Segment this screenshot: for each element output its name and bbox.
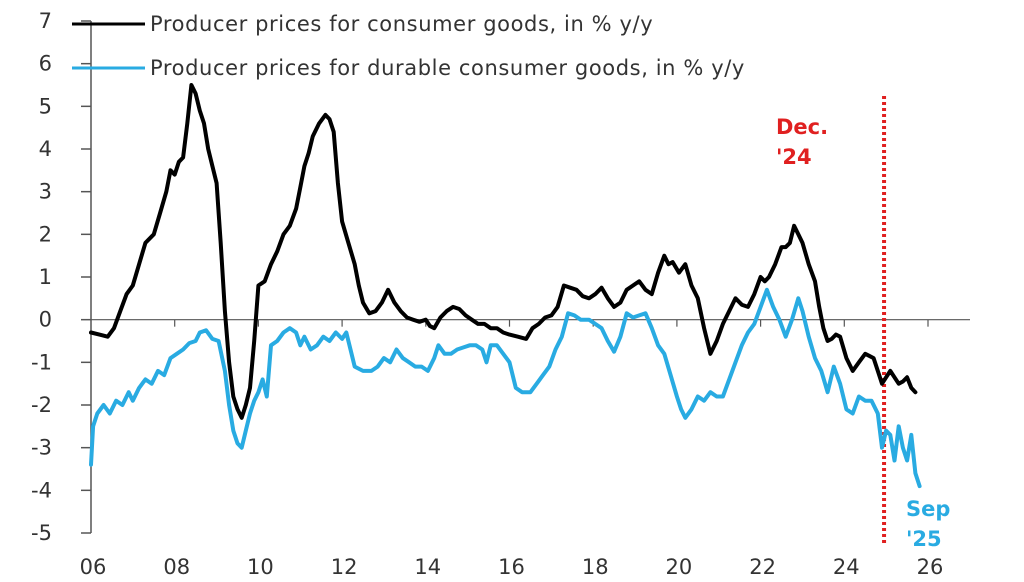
- legend-label-consumer-goods: Producer prices for consumer goods, in %…: [150, 12, 653, 36]
- y-tick-label: 4: [39, 137, 52, 161]
- y-tick-label: 7: [39, 9, 52, 33]
- x-tick-label: 06: [80, 555, 107, 579]
- y-tick-label: -4: [31, 478, 52, 502]
- y-tick-label: 0: [39, 308, 52, 332]
- y-tick-label: 1: [39, 265, 52, 289]
- x-tick-label: 26: [917, 555, 944, 579]
- x-tick-label: 24: [833, 555, 860, 579]
- annotation-sep25-line2: '25: [906, 527, 942, 551]
- y-tick-label: 5: [39, 94, 52, 118]
- series-line-consumer-goods: [89, 83, 918, 420]
- annotations: Dec. '24 Sep '25: [776, 115, 950, 551]
- y-tick-label: -2: [31, 393, 52, 417]
- y-tick-label: -1: [31, 350, 52, 374]
- annotation-dec24-line2: '24: [776, 145, 812, 169]
- y-axis: 7 6 5 4 3 2 1 0 -1 -2 -3 -4 -5: [31, 9, 92, 545]
- x-tick-label: 14: [414, 555, 441, 579]
- series-line-durable-goods: [89, 287, 922, 489]
- y-tick-label: -3: [31, 436, 52, 460]
- x-tick-label: 20: [666, 555, 693, 579]
- legend-label-durable-goods: Producer prices for durable consumer goo…: [150, 56, 745, 80]
- series-group: [89, 83, 922, 489]
- x-tick-label: 10: [247, 555, 274, 579]
- x-tick-label: 18: [582, 555, 609, 579]
- y-tick-label: 6: [39, 52, 52, 76]
- annotation-dec24-line1: Dec.: [776, 115, 828, 139]
- x-axis: 06 08 10 12 14 16 18 20 22 24 26: [80, 319, 970, 579]
- x-tick-label: 12: [331, 555, 358, 579]
- x-tick-label: 16: [498, 555, 525, 579]
- annotation-sep25-line1: Sep: [906, 497, 950, 521]
- y-tick-label: -5: [31, 521, 52, 545]
- x-tick-label: 08: [163, 555, 190, 579]
- y-tick-label: 3: [39, 180, 52, 204]
- x-tick-label: 22: [749, 555, 776, 579]
- y-tick-label: 2: [39, 222, 52, 246]
- legend: Producer prices for consumer goods, in %…: [72, 12, 745, 80]
